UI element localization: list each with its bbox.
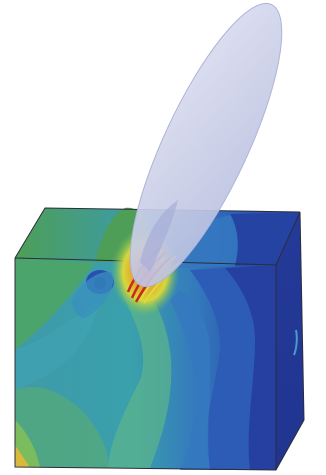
- top-band-darkblue: [230, 212, 300, 266]
- contour-block: [15, 258, 276, 470]
- contour-band-green-lower: [15, 386, 109, 468]
- cutting-disc: [129, 2, 283, 288]
- contour-band-teal-mid: [15, 300, 100, 390]
- block-side-face: [276, 212, 304, 470]
- contour-band-teal-pocket: [72, 271, 114, 318]
- contour-band-lightgreen-center: [108, 280, 172, 468]
- contour-green-bottomleft: [15, 420, 40, 467]
- disc-rim: [129, 2, 283, 288]
- contour-band-midblue: [170, 290, 211, 470]
- contour-band-darkblue-right: [225, 265, 276, 470]
- disc-embedded-edge: [140, 200, 178, 272]
- contour-band-green-left: [15, 258, 95, 350]
- side-highlight: [293, 329, 298, 356]
